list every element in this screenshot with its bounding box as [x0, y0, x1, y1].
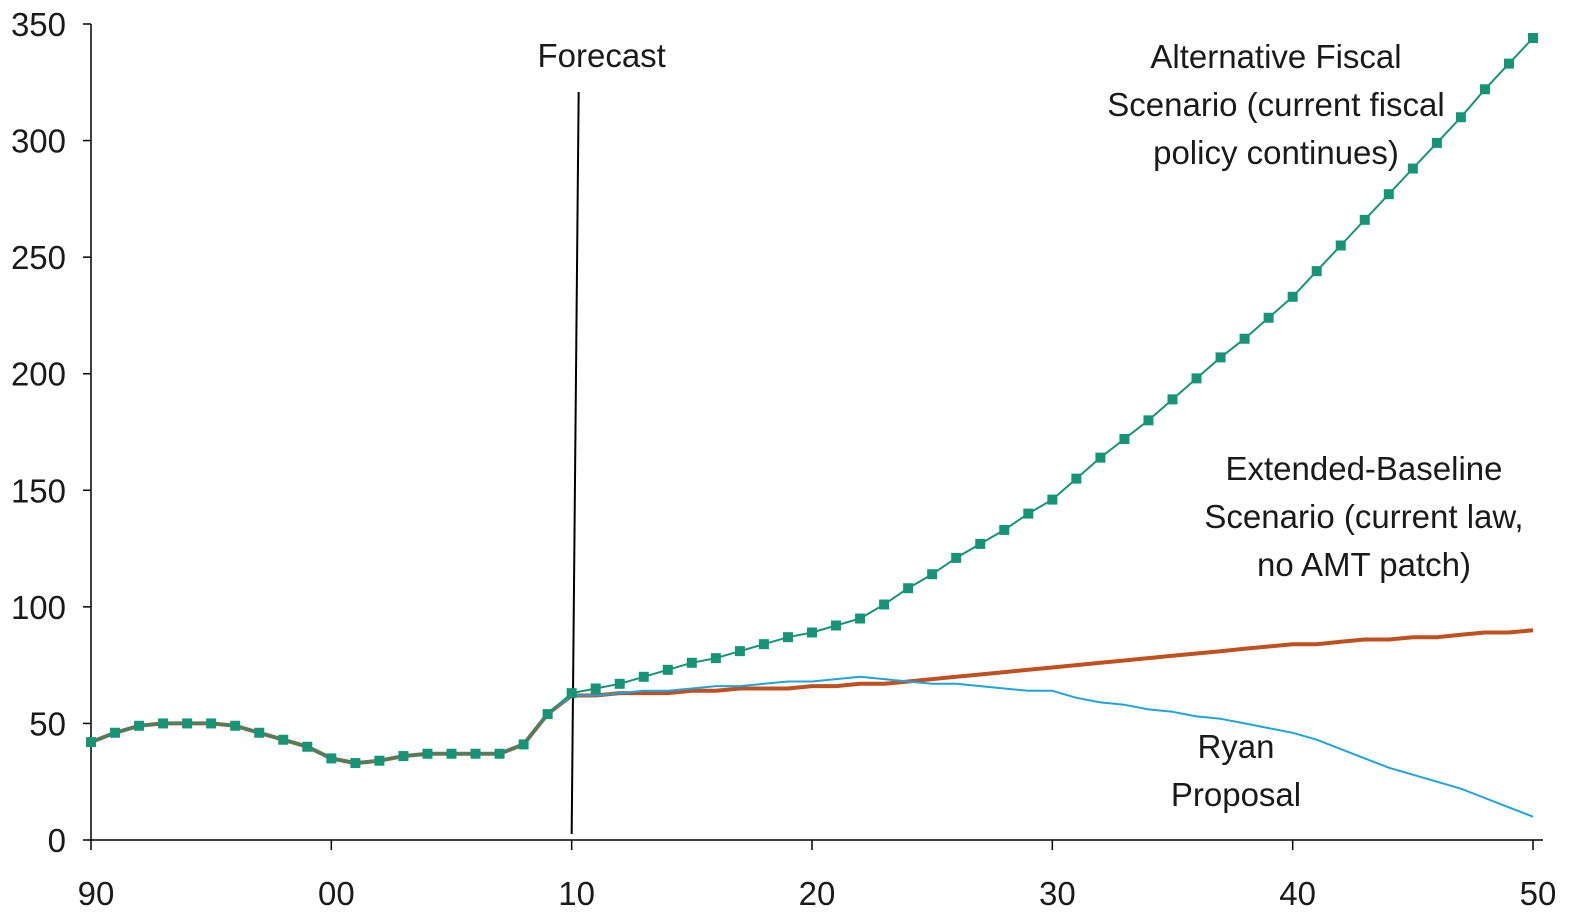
- data-point: [975, 538, 986, 549]
- data-point: [1383, 189, 1394, 200]
- series-alternative: [86, 32, 1538, 769]
- x-tick-label: 00: [318, 875, 355, 912]
- data-point: [1263, 312, 1274, 323]
- y-tick-label: 350: [11, 6, 66, 43]
- forecast-line: [570, 91, 580, 835]
- data-point: [1095, 452, 1106, 463]
- data-point: [903, 583, 914, 594]
- data-point: [110, 727, 121, 738]
- data-point: [758, 639, 769, 650]
- data-point: [831, 620, 842, 631]
- y-ticks: 0 50 100 150 200 250 300 350: [11, 6, 91, 859]
- series-label-line: Scenario (current law,: [1204, 498, 1523, 535]
- data-point: [710, 653, 721, 664]
- data-point: [542, 709, 553, 720]
- data-point: [1359, 214, 1370, 225]
- y-tick-label: 200: [11, 356, 66, 393]
- data-point: [302, 741, 313, 752]
- x-tick-label: 50: [1520, 875, 1557, 912]
- data-point: [1023, 508, 1034, 519]
- series-label-ryan: Ryan Proposal: [1171, 728, 1301, 813]
- data-point: [1239, 333, 1250, 344]
- x-tick-label: 30: [1039, 875, 1076, 912]
- series-label-line: Proposal: [1171, 776, 1301, 813]
- data-point: [1335, 240, 1346, 251]
- data-point: [1119, 433, 1130, 444]
- series-labels: Extended-Baseline Scenario (current law, n…: [1107, 38, 1523, 813]
- data-point: [158, 718, 169, 729]
- x-tick-label: 90: [78, 875, 115, 912]
- data-point: [638, 671, 649, 682]
- data-point: [807, 627, 817, 638]
- y-tick-label: 50: [29, 705, 66, 742]
- series-layer: [86, 32, 1538, 818]
- data-point: [686, 657, 697, 668]
- data-point: [470, 748, 481, 759]
- series-label-line: Scenario (current fiscal: [1107, 86, 1444, 123]
- series-label-extended: Extended-Baseline Scenario (current law, n…: [1204, 450, 1523, 583]
- data-point: [855, 613, 866, 624]
- series-label-line: Alternative Fiscal: [1150, 38, 1401, 75]
- series-label-line: no AMT patch): [1257, 546, 1471, 583]
- data-point: [206, 718, 217, 729]
- data-point: [566, 688, 577, 699]
- data-point: [927, 569, 938, 580]
- data-point: [1191, 373, 1202, 384]
- data-point: [1455, 112, 1466, 123]
- data-point: [1143, 415, 1154, 426]
- data-point: [350, 758, 361, 769]
- y-tick-label: 250: [11, 239, 66, 276]
- y-tick-label: 100: [11, 589, 66, 626]
- data-point: [134, 720, 145, 731]
- data-point: [1215, 352, 1226, 363]
- x-tick-label: 10: [558, 875, 595, 912]
- data-point: [782, 632, 793, 643]
- data-point: [951, 552, 962, 563]
- y-tick-label: 150: [11, 472, 66, 509]
- data-point: [230, 720, 241, 731]
- data-point: [590, 683, 601, 694]
- data-point: [278, 734, 289, 745]
- data-point: [1071, 473, 1082, 484]
- data-point: [1407, 163, 1418, 174]
- y-tick-label: 300: [11, 123, 66, 160]
- data-point: [182, 718, 193, 729]
- data-point: [326, 753, 337, 764]
- data-point: [1167, 394, 1178, 405]
- data-point: [1287, 291, 1298, 302]
- series-label-alternative: Alternative Fiscal Scenario (current fisc…: [1107, 38, 1444, 171]
- data-point: [446, 748, 457, 759]
- data-point: [86, 737, 96, 748]
- data-point: [734, 646, 745, 657]
- data-point: [999, 524, 1010, 535]
- forecast-marker: Forecast: [537, 37, 666, 835]
- data-point: [1479, 84, 1490, 95]
- data-point: [662, 664, 673, 675]
- data-point: [374, 755, 385, 766]
- data-point: [1503, 58, 1514, 69]
- data-point: [494, 748, 505, 759]
- data-point: [1047, 494, 1058, 505]
- data-point: [1311, 266, 1322, 277]
- data-point: [1528, 32, 1538, 43]
- forecast-label: Forecast: [537, 37, 665, 74]
- data-point: [422, 748, 433, 759]
- series-label-line: policy continues): [1153, 134, 1399, 171]
- data-point: [518, 739, 529, 750]
- series-label-line: Extended-Baseline: [1225, 450, 1502, 487]
- x-tick-label: 40: [1279, 875, 1316, 912]
- data-point: [614, 678, 625, 689]
- series-label-line: Ryan: [1197, 728, 1274, 765]
- data-point: [1431, 137, 1442, 148]
- x-ticks: 90 00 10 20 30 40 50: [78, 840, 1557, 912]
- x-tick-label: 20: [799, 875, 836, 912]
- data-point: [398, 751, 409, 762]
- data-point: [254, 727, 265, 738]
- data-point: [879, 599, 890, 610]
- axes: 0 50 100 150 200 250 300 350 90 00 10 20 30 40 50: [11, 6, 1556, 912]
- y-tick-label: 0: [48, 822, 66, 859]
